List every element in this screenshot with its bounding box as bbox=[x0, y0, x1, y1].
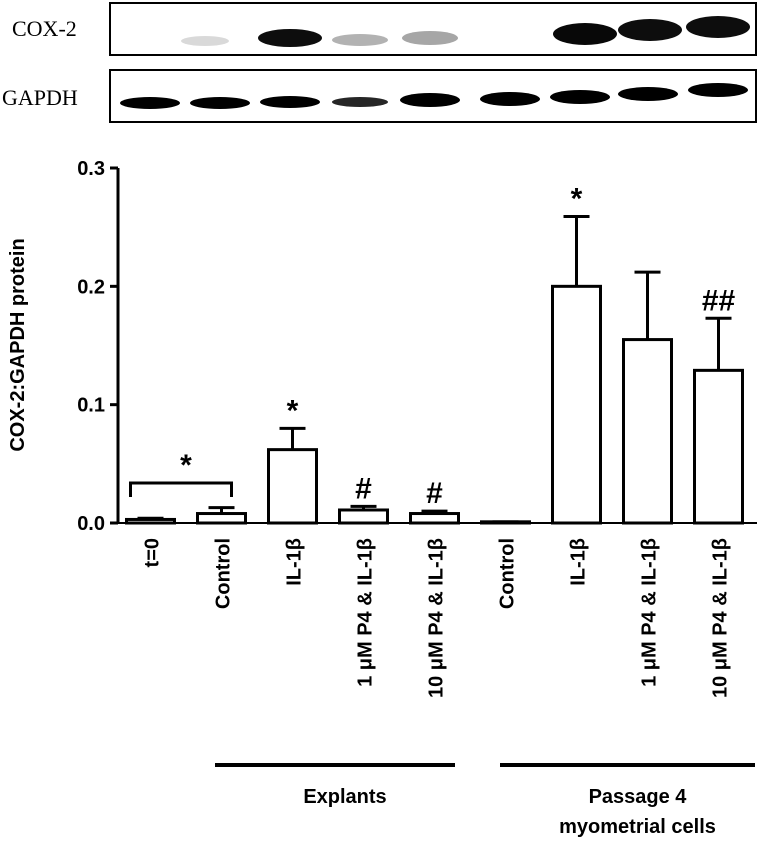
group-label: Explants bbox=[303, 786, 386, 808]
x-tick-label: 1 μM P4 & IL-1β bbox=[639, 538, 661, 687]
band bbox=[181, 36, 229, 46]
band bbox=[260, 96, 320, 108]
bar bbox=[409, 512, 460, 525]
band bbox=[618, 87, 678, 101]
y-axis-label: COX-2:GAPDH protein bbox=[7, 238, 29, 451]
y-tick-label: 0.3 bbox=[77, 158, 105, 180]
significance-label: # bbox=[355, 472, 372, 505]
group-label: myometrial cells bbox=[559, 816, 716, 838]
bar bbox=[267, 448, 318, 525]
band bbox=[686, 16, 750, 38]
significance-label: * bbox=[287, 394, 299, 427]
band bbox=[618, 19, 682, 41]
significance-label: * bbox=[571, 183, 583, 216]
bar bbox=[693, 368, 744, 525]
band bbox=[553, 23, 617, 45]
bar bbox=[196, 512, 247, 525]
significance-label: ## bbox=[702, 284, 736, 317]
x-tick-label: Control bbox=[497, 538, 519, 609]
group-label: Passage 4 bbox=[589, 786, 688, 808]
band bbox=[400, 93, 460, 107]
significance-label: # bbox=[426, 477, 443, 510]
y-tick-label: 0.1 bbox=[77, 395, 105, 417]
x-tick-label: 10 μM P4 & IL-1β bbox=[710, 538, 732, 698]
bracket-label: * bbox=[180, 449, 192, 482]
y-tick-label: 0.2 bbox=[77, 276, 105, 298]
x-tick-label: IL-1β bbox=[284, 538, 306, 586]
band bbox=[480, 92, 540, 106]
y-tick-label: 0.0 bbox=[77, 513, 105, 535]
x-tick-label: 10 μM P4 & IL-1β bbox=[426, 538, 448, 698]
x-tick-label: Control bbox=[213, 538, 235, 609]
bar bbox=[338, 508, 389, 525]
band bbox=[258, 29, 322, 47]
x-tick-label: 1 μM P4 & IL-1β bbox=[355, 538, 377, 687]
band bbox=[332, 34, 388, 46]
band bbox=[688, 83, 748, 97]
band bbox=[550, 90, 610, 104]
blot-label: COX-2 bbox=[12, 16, 77, 41]
band bbox=[402, 31, 458, 45]
blot-label: GAPDH bbox=[2, 85, 78, 110]
western-blot: COX-2 GAPDH bbox=[2, 2, 757, 123]
band bbox=[190, 97, 250, 109]
band bbox=[120, 97, 180, 109]
bracket bbox=[129, 481, 233, 497]
x-tick-label: IL-1β bbox=[568, 538, 590, 586]
x-tick-label: t=0 bbox=[142, 538, 164, 567]
bar bbox=[551, 284, 602, 525]
bar bbox=[622, 338, 673, 525]
band bbox=[332, 97, 388, 107]
